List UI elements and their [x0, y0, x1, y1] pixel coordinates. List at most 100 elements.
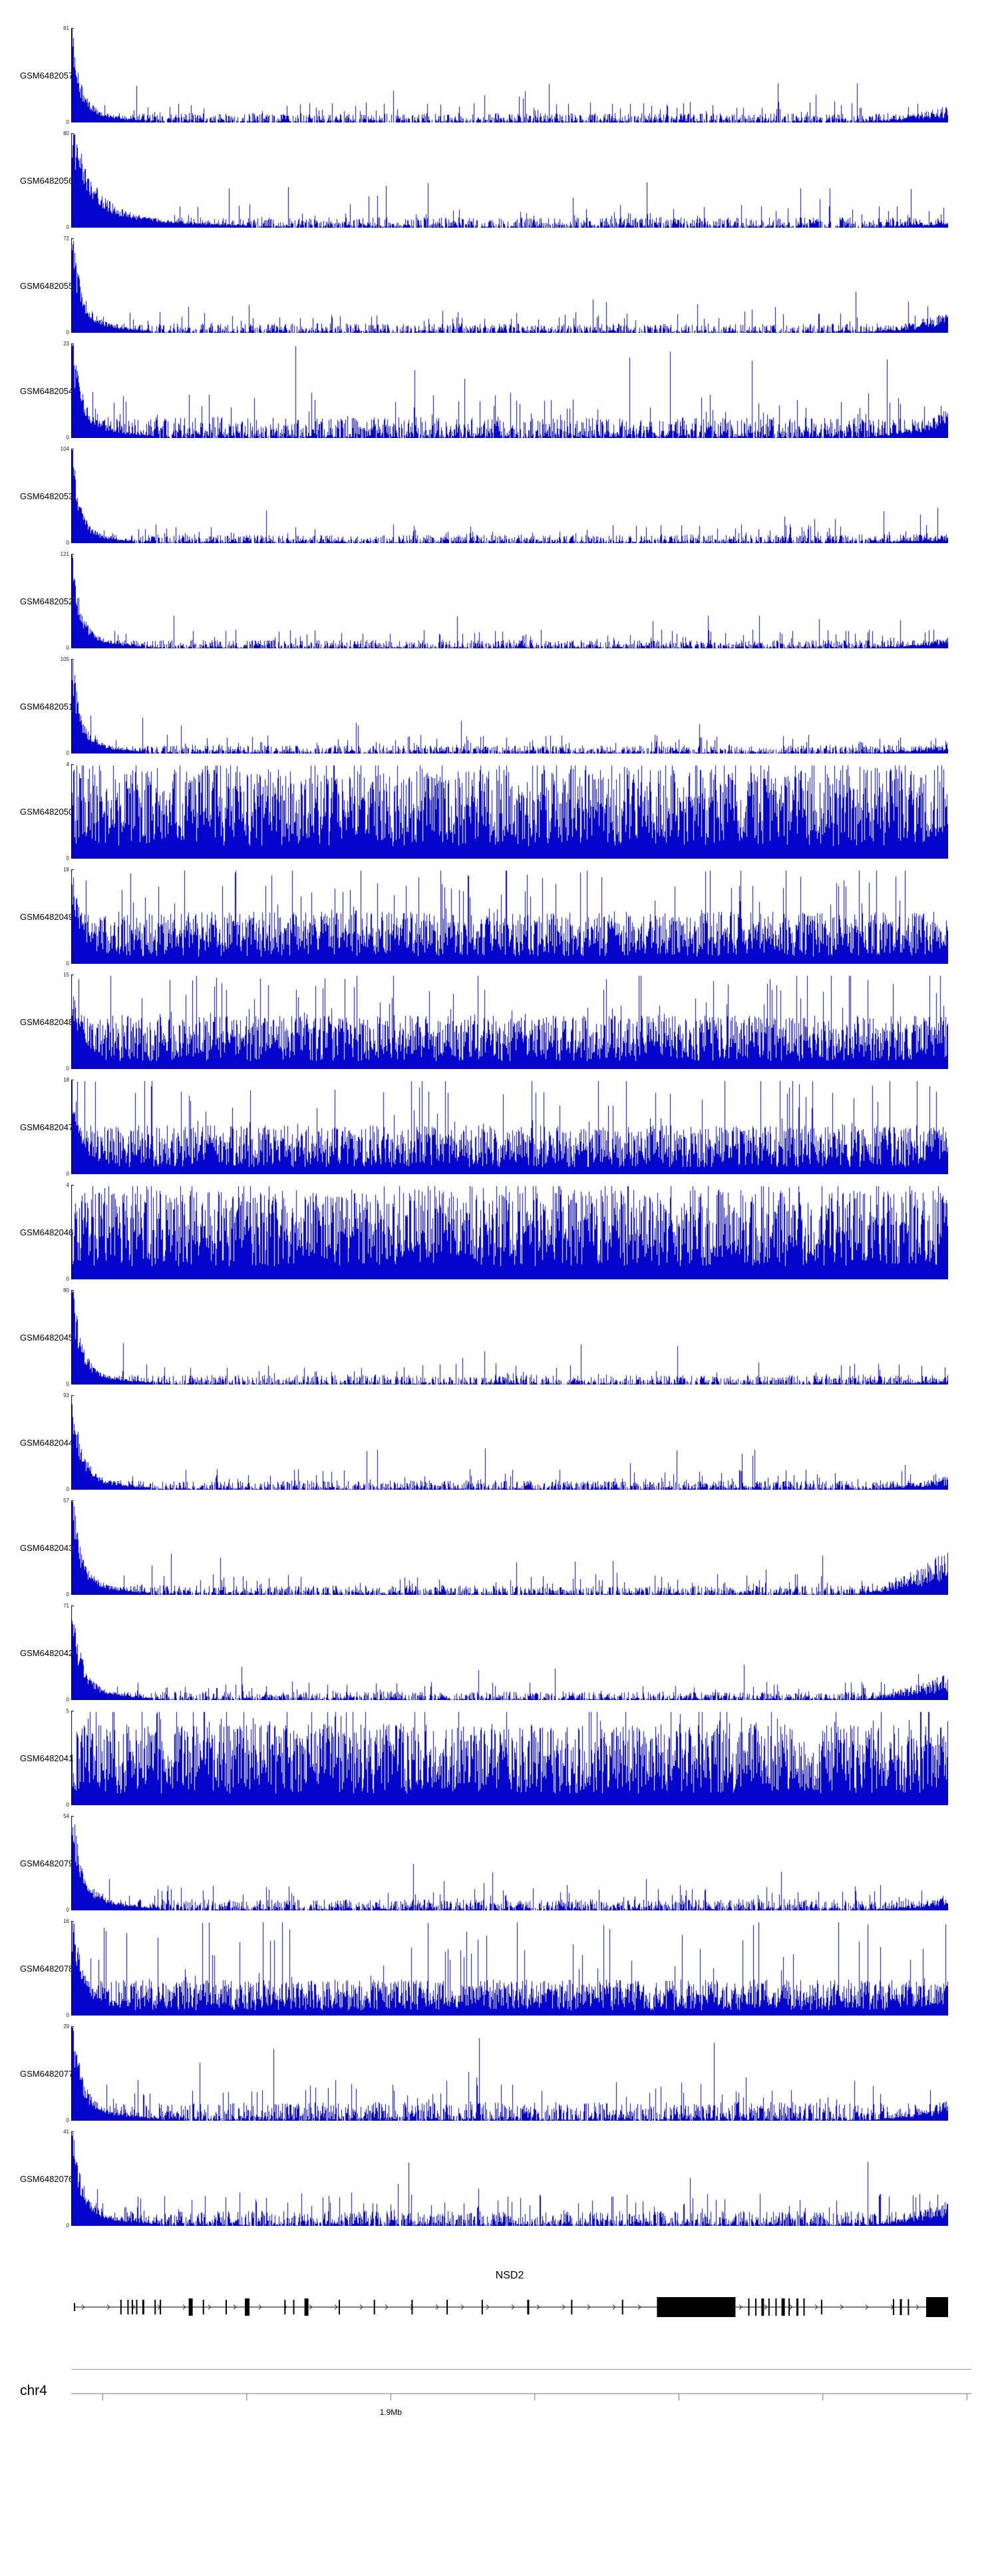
y-max-label: 72 — [63, 236, 69, 242]
exon-box — [284, 2300, 286, 2314]
exon-box — [908, 2299, 910, 2315]
signal-plot: 18 0 — [63, 867, 948, 966]
track-row: GSM6482078 16 0 — [0, 1916, 998, 2021]
track-label: GSM6482054 — [20, 385, 74, 396]
coverage-canvas — [71, 1921, 948, 2016]
y-max-label: 29 — [63, 2024, 69, 2030]
y-max-label: 23 — [63, 341, 69, 347]
strand-arrow-icon — [612, 2304, 616, 2310]
strand-arrow-icon — [435, 2304, 439, 2310]
strand-arrow-icon — [258, 2304, 262, 2310]
track-label: GSM6482042 — [20, 1647, 74, 1658]
strand-arrow-icon — [814, 2304, 818, 2310]
track-row: GSM6482057 81 0 — [0, 23, 998, 128]
y-zero-label: 0 — [66, 750, 69, 756]
track-label: GSM6482047 — [20, 1122, 74, 1132]
gene-annotation-track: NSD2 — [71, 2270, 948, 2332]
exon-box — [160, 2300, 162, 2314]
exon-box — [893, 2299, 894, 2315]
y-zero-label: 0 — [66, 435, 69, 441]
y-max-label: 80 — [63, 1287, 69, 1293]
y-zero-label: 0 — [66, 1066, 69, 1072]
exon-box — [120, 2300, 122, 2314]
track-label: GSM6482051 — [20, 701, 74, 712]
exon-box — [142, 2300, 144, 2314]
exon-box — [154, 2300, 156, 2314]
strand-arrow-icon — [410, 2304, 414, 2310]
y-max-label: 18 — [63, 1077, 69, 1083]
track-row: GSM6482055 72 0 — [0, 233, 998, 338]
strand-arrow-icon — [511, 2304, 515, 2310]
y-zero-label: 0 — [66, 540, 69, 546]
track-row: GSM6482049 18 0 — [0, 864, 998, 969]
exon-box — [781, 2298, 785, 2316]
gene-name-label: NSD2 — [495, 2270, 524, 2281]
track-label: GSM6482079 — [20, 1858, 74, 1868]
coverage-canvas — [71, 343, 948, 438]
strand-arrow-icon — [865, 2304, 869, 2310]
y-max-label: 81 — [63, 25, 69, 31]
exon-box — [621, 2300, 623, 2314]
y-max-label: 18 — [63, 867, 69, 873]
y-max-label: 80 — [63, 130, 69, 136]
strand-arrow-icon — [334, 2304, 338, 2310]
exon-box — [339, 2300, 340, 2314]
position-label: 1.9Mb — [380, 2408, 403, 2417]
strand-arrow-icon — [486, 2304, 490, 2310]
exon-box — [293, 2300, 295, 2314]
signal-plot: 29 0 — [63, 2024, 948, 2123]
y-max-label: 54 — [63, 1813, 69, 1819]
coverage-canvas — [71, 1185, 948, 1279]
chromosome-label: chr4 — [20, 2383, 47, 2398]
track-label: GSM6482046 — [20, 1227, 74, 1237]
exon-box — [761, 2298, 764, 2316]
strand-arrow-icon — [739, 2304, 743, 2310]
signal-plot: 80 0 — [63, 1287, 948, 1387]
exon-box — [74, 2303, 75, 2311]
track-label: GSM6482078 — [20, 1963, 74, 1974]
y-max-label: 41 — [63, 2129, 69, 2135]
exon-box — [373, 2300, 375, 2314]
exon-box — [796, 2298, 798, 2316]
track-label: GSM6482041 — [20, 1753, 74, 1763]
coverage-tracks: GSM6482057 81 0 GSM6482056 80 0 GSM6482055 72 0 G… — [0, 23, 998, 2231]
track-row: GSM6482053 104 0 — [0, 443, 998, 548]
y-zero-label: 0 — [66, 329, 69, 335]
exon-box — [127, 2300, 129, 2314]
coverage-canvas — [71, 2131, 948, 2226]
track-row: GSM6482052 121 0 — [0, 548, 998, 654]
coordinate-axis: chr4 1.9Mb — [0, 2383, 998, 2427]
track-row: GSM6482041 5 0 — [0, 1705, 998, 1811]
exon-box — [657, 2297, 736, 2317]
coverage-canvas — [71, 764, 948, 859]
coverage-canvas — [71, 2026, 948, 2121]
track-row: GSM6482044 93 0 — [0, 1390, 998, 1495]
signal-plot: 18 0 — [63, 1077, 948, 1177]
signal-plot: 104 0 — [61, 446, 948, 546]
track-label: GSM6482048 — [20, 1016, 74, 1027]
exon-box — [411, 2300, 413, 2314]
y-zero-label: 0 — [66, 1907, 69, 1913]
exon-box — [446, 2300, 448, 2314]
track-label: GSM6482052 — [20, 596, 74, 606]
exon-box — [900, 2299, 902, 2315]
track-label: GSM6482057 — [20, 70, 74, 81]
strand-arrow-icon — [359, 2304, 363, 2310]
signal-plot: 81 0 — [63, 25, 948, 125]
coverage-canvas — [71, 974, 948, 1069]
strand-arrow-icon — [840, 2304, 844, 2310]
track-separator-line — [71, 2369, 971, 2370]
y-max-label: 57 — [63, 1498, 69, 1504]
strand-arrow-icon — [233, 2304, 237, 2310]
signal-plot: 16 0 — [63, 1918, 948, 2018]
signal-plot: 54 0 — [63, 1813, 948, 1913]
y-max-label: 93 — [63, 1393, 69, 1398]
coverage-canvas — [71, 133, 948, 228]
coverage-canvas — [71, 554, 948, 648]
track-label: GSM6482053 — [20, 491, 74, 501]
exon-box — [188, 2298, 193, 2316]
track-label: GSM6482045 — [20, 1332, 74, 1343]
strand-arrow-icon — [637, 2304, 641, 2310]
